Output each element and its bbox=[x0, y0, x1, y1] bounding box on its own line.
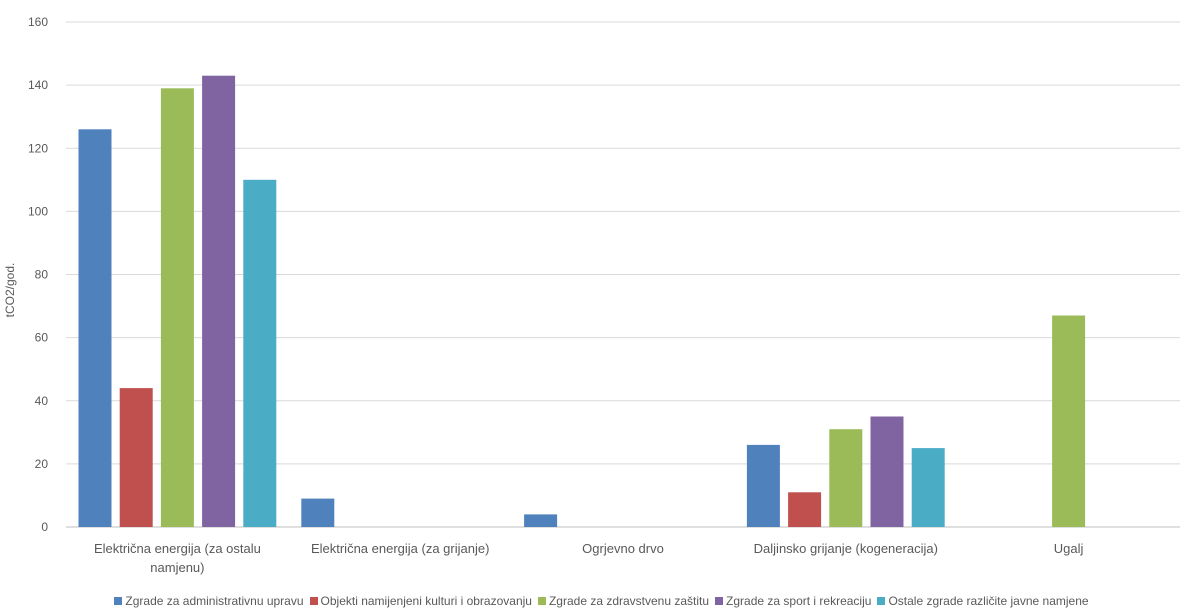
y-tick-label: 20 bbox=[35, 457, 49, 471]
x-category-labels: Električna energija (za ostalu namjenu) El… bbox=[94, 541, 1084, 575]
x-category-label: namjenu) bbox=[150, 560, 204, 575]
bar bbox=[829, 429, 863, 527]
legend-swatch bbox=[309, 597, 318, 605]
bar bbox=[301, 498, 335, 527]
legend-item: Ostale zgrade različite javne namjene bbox=[877, 594, 1089, 608]
legend-label: Objekti namijenjeni kulturi i obrazovanj… bbox=[320, 594, 532, 608]
y-tick-label: 60 bbox=[35, 331, 49, 345]
bar bbox=[746, 444, 780, 527]
legend-label: Zgrade za sport i rekreaciju bbox=[726, 594, 872, 608]
y-tick-label: 100 bbox=[28, 204, 48, 218]
legend-label: Zgrade za zdravstvenu zaštitu bbox=[548, 594, 710, 608]
bar bbox=[78, 129, 112, 528]
x-category-label: Daljinsko grijanje (kogeneracija) bbox=[754, 541, 938, 556]
bar bbox=[202, 75, 236, 527]
x-category-label: Električna energija (za grijanje) bbox=[311, 541, 489, 556]
y-tick-label: 160 bbox=[28, 15, 48, 29]
bar bbox=[119, 388, 153, 527]
chart-plot: 0 20 40 60 80 100 120 140 160 Električna energij… bbox=[3, 15, 1180, 575]
bar bbox=[870, 416, 904, 527]
y-tick-label: 140 bbox=[28, 78, 48, 92]
legend-label: Zgrade za administrativnu upravu bbox=[125, 594, 304, 608]
legend-item: Zgrade za zdravstvenu zaštitu bbox=[537, 594, 710, 608]
y-tick-label: 40 bbox=[35, 394, 49, 408]
legend-item: Zgrade za administrativnu upravu bbox=[114, 594, 304, 608]
bar bbox=[243, 179, 277, 528]
legend-swatch bbox=[114, 597, 123, 605]
legend-label: Ostale zgrade različite javne namjene bbox=[888, 594, 1089, 608]
legend-item: Objekti namijenjeni kulturi i obrazovanj… bbox=[309, 594, 532, 608]
legend-swatch bbox=[715, 597, 724, 605]
x-category-label: Ugalj bbox=[1054, 541, 1084, 556]
legend-swatch bbox=[877, 597, 886, 605]
bar bbox=[788, 492, 822, 527]
y-tick-label: 120 bbox=[28, 141, 48, 155]
legend-swatch bbox=[537, 597, 546, 605]
x-category-label: Električna energija (za ostalu bbox=[94, 541, 261, 556]
bar bbox=[524, 514, 558, 527]
bars bbox=[78, 75, 1086, 528]
bar bbox=[1052, 315, 1086, 527]
legend-item: Zgrade za sport i rekreaciju bbox=[715, 594, 871, 608]
y-tick-label: 0 bbox=[41, 520, 48, 534]
x-category-label: Ogrjevno drvo bbox=[582, 541, 664, 556]
y-tick-labels: 0 20 40 60 80 100 120 140 160 bbox=[28, 15, 48, 534]
bar bbox=[160, 88, 194, 528]
y-tick-label: 80 bbox=[35, 268, 49, 282]
legend: Zgrade za administrativnu upravu Objekti … bbox=[0, 592, 1203, 610]
bar bbox=[911, 448, 945, 527]
y-axis-label: tCO2/god. bbox=[3, 263, 17, 318]
